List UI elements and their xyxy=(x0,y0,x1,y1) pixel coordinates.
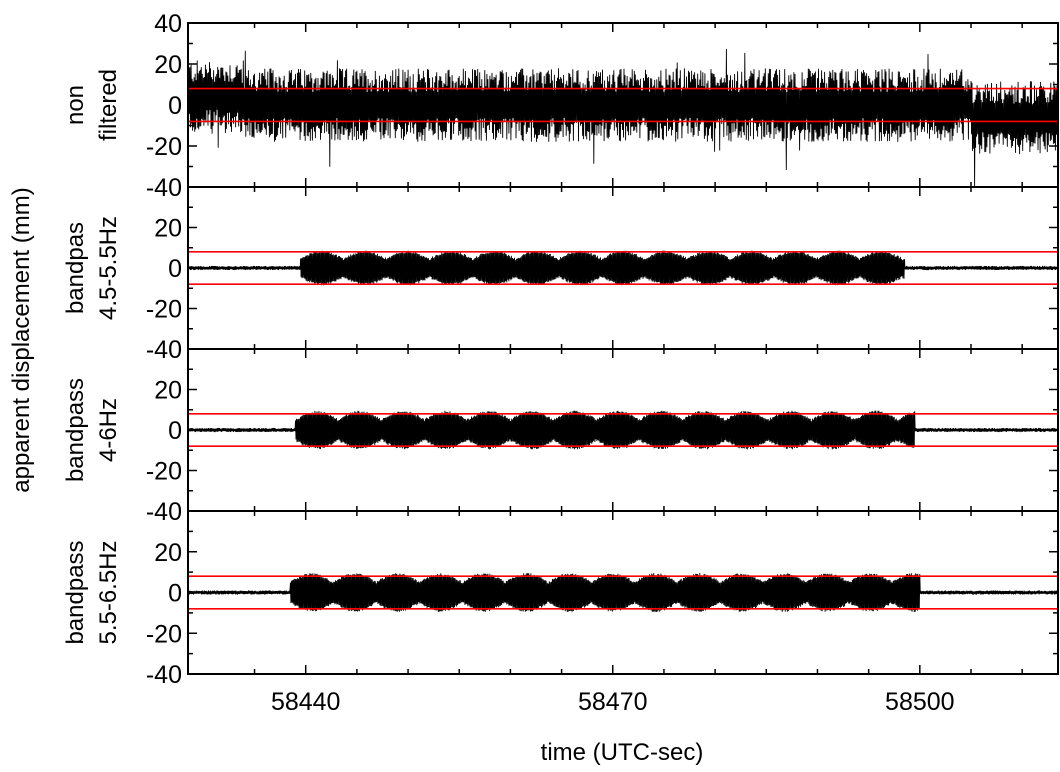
signal-trace-4 xyxy=(187,572,1059,613)
x-axis: 58440 58470 58500 xyxy=(271,688,955,716)
panel-label-3-2: 4-6Hz xyxy=(95,398,122,462)
y-tick-label: 20 xyxy=(154,215,182,243)
y-tick-label: -40 xyxy=(146,498,182,526)
y-tick-label: 20 xyxy=(154,51,182,79)
y-tick-label: -40 xyxy=(146,336,182,364)
y-tick-label: -20 xyxy=(146,458,182,486)
panel-label-3-1: bandpass xyxy=(62,378,89,482)
y-tick-label: 40 xyxy=(154,10,182,38)
panel-label-2-1: bandpas xyxy=(62,222,89,314)
panel-3: -40 -20 0 20 bandpass 4-6Hz xyxy=(62,348,1059,526)
signal-trace-2 xyxy=(187,250,1059,286)
panel-4: -40 -20 0 20 bandpass 5.5-6.5Hz xyxy=(62,510,1059,689)
y-tick-label: 0 xyxy=(168,580,182,608)
y-tick-label: -20 xyxy=(146,296,182,324)
x-tick-label: 58500 xyxy=(885,688,955,716)
y-axis-title: apparent displacement (mm) xyxy=(8,187,35,492)
panel-label-1-2: filtered xyxy=(95,69,122,141)
panel-label-4-2: 5.5-6.5Hz xyxy=(95,540,122,644)
x-axis-title: time (UTC-sec) xyxy=(541,739,704,766)
y-tick-label: 0 xyxy=(168,417,182,445)
y-tick-label: 0 xyxy=(168,92,182,120)
x-tick-label: 58470 xyxy=(578,688,648,716)
x-tick-label: 58440 xyxy=(271,688,341,716)
y-tick-label: -40 xyxy=(146,174,182,202)
y-tick-label: -20 xyxy=(146,620,182,648)
y-tick-label: 20 xyxy=(154,377,182,405)
panel-1: -40 -20 0 20 40 non filtered xyxy=(62,10,1059,202)
signal-trace-3 xyxy=(187,410,1059,450)
panel-label-4-1: bandpass xyxy=(62,540,89,644)
y-tick-label: -40 xyxy=(146,661,182,689)
y-tick-label: 0 xyxy=(168,255,182,283)
panel-label-2-2: 4.5-5.5Hz xyxy=(95,216,122,320)
y-tick-label: 20 xyxy=(154,539,182,567)
y-tick-label: -20 xyxy=(146,133,182,161)
panel-label-1-1: non xyxy=(62,85,89,125)
panels: -40 -20 0 20 40 non filtered -40 -20 0 20 bandpas 4.… xyxy=(62,10,1059,689)
panel-2: -40 -20 0 20 bandpas 4.5-5.5Hz xyxy=(62,186,1059,364)
signal-trace-1 xyxy=(187,48,1059,188)
